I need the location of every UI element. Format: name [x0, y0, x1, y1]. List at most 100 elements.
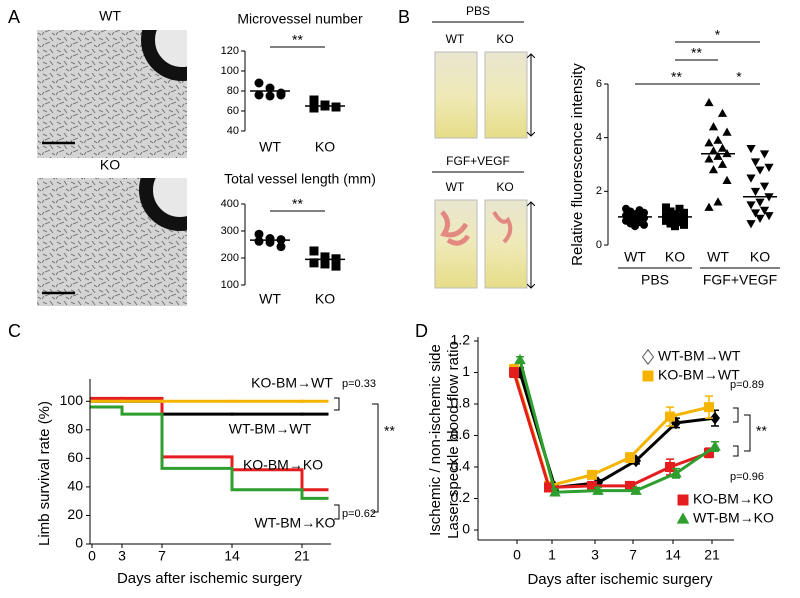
data-point: [713, 197, 723, 206]
panel-letter: A: [8, 7, 20, 27]
x-tick-label: 0: [513, 547, 521, 563]
x-tick-label: 3: [118, 548, 126, 564]
significance-label: *: [736, 69, 742, 85]
x-tick-label: 0: [88, 548, 96, 564]
x-tick-label: 3: [591, 547, 599, 563]
data-point: [276, 242, 286, 252]
data-point: [514, 353, 526, 365]
bracket: [334, 504, 340, 520]
bracket: [744, 414, 751, 452]
y-tick-label: 1.2: [451, 332, 471, 348]
data-point: [680, 220, 688, 229]
tube: [484, 51, 528, 139]
x-tick-label: WT: [259, 139, 281, 155]
data-point: [759, 182, 770, 191]
data-point: [717, 159, 728, 168]
data-point: [640, 220, 648, 229]
annotation: p=0.33: [342, 378, 376, 390]
y-tick-label: 0.8: [451, 395, 471, 411]
y-tick-label: 60: [67, 449, 83, 465]
data-point: [320, 252, 330, 262]
y-axis-label: Ischemic / non-ischemic side: [427, 344, 444, 536]
data-point: [704, 138, 714, 147]
data-point: [708, 146, 719, 155]
legend-marker: [676, 512, 690, 524]
tube: [434, 51, 478, 139]
legend-marker: [677, 494, 689, 506]
data-point: [704, 154, 714, 163]
significance-label: **: [292, 196, 303, 212]
x-tick-label: WT: [624, 249, 646, 265]
y-tick-label: 2: [596, 185, 602, 197]
y-tick-label: 80: [227, 85, 239, 97]
data-point: [755, 198, 765, 207]
legend-label: KO-BM→WT: [658, 367, 740, 383]
data-point: [666, 219, 675, 228]
data-point: [662, 216, 670, 225]
legend-label: WT-BM→WT: [658, 348, 741, 364]
y-tick-label: 6: [596, 78, 602, 90]
data-point: [675, 218, 684, 227]
micrograph: [37, 30, 187, 158]
data-point: [680, 208, 688, 217]
data-point: [276, 88, 286, 98]
data-point: [665, 462, 675, 472]
data-point: [750, 158, 761, 167]
annotation: p=0.96: [730, 471, 764, 483]
x-tick-label: 21: [704, 547, 720, 563]
image-title: PBS: [466, 4, 490, 18]
lane-label: KO: [496, 32, 513, 46]
data-point: [704, 402, 714, 413]
data-point: [708, 165, 719, 174]
data-point: [309, 95, 319, 105]
y-tick-label: 0: [75, 535, 83, 551]
y-axis-label: Limb survival rate (%): [36, 401, 53, 546]
y-tick-label: 60: [227, 105, 239, 117]
panel-letter: D: [415, 321, 428, 341]
group-label: FGF+VEGF: [703, 272, 777, 288]
y-tick-label: 0.4: [451, 458, 471, 474]
data-point: [265, 91, 275, 101]
data-point: [630, 484, 642, 495]
x-tick-label: 21: [294, 548, 310, 564]
x-tick-label: 1: [548, 547, 556, 563]
data-point: [666, 214, 675, 223]
x-tick-label: 7: [629, 547, 637, 563]
data-point: [722, 175, 732, 184]
y-axis-label: Laser speckle blood flow ratio: [445, 341, 462, 539]
data-point: [675, 204, 684, 213]
data-point: [759, 150, 770, 159]
data-point: [671, 210, 679, 219]
legend-marker: [642, 370, 654, 382]
data-point: [671, 222, 679, 231]
x-axis-label: Days after ischemic surgery: [117, 570, 303, 587]
image-label: KO: [100, 157, 120, 173]
data-point: [309, 103, 319, 113]
data-point: [587, 469, 597, 480]
image-title: FGF+VEGF: [446, 154, 510, 168]
x-tick-label: KO: [750, 249, 770, 265]
data-point: [662, 203, 670, 212]
data-point: [665, 411, 675, 422]
data-point: [722, 127, 732, 136]
data-point: [746, 145, 756, 154]
data-point: [331, 102, 341, 112]
x-tick-label: KO: [315, 139, 335, 155]
annotation: p=0.62: [342, 508, 376, 520]
data-point: [709, 440, 721, 451]
series-line: [512, 372, 710, 490]
y-tick-label: 0: [462, 521, 470, 537]
data-point: [710, 411, 720, 425]
data-point: [254, 78, 264, 88]
data-point: [544, 482, 554, 493]
data-point: [509, 367, 519, 378]
significance-label: **: [671, 69, 682, 85]
y-tick-label: 0.2: [451, 489, 471, 505]
data-point: [759, 206, 770, 215]
data-point: [717, 108, 728, 117]
lane-label: KO: [496, 180, 513, 194]
data-point: [708, 122, 719, 131]
chart-title: Total vessel length (mm): [224, 171, 376, 187]
x-axis-label: Days after ischemic surgery: [527, 571, 713, 588]
